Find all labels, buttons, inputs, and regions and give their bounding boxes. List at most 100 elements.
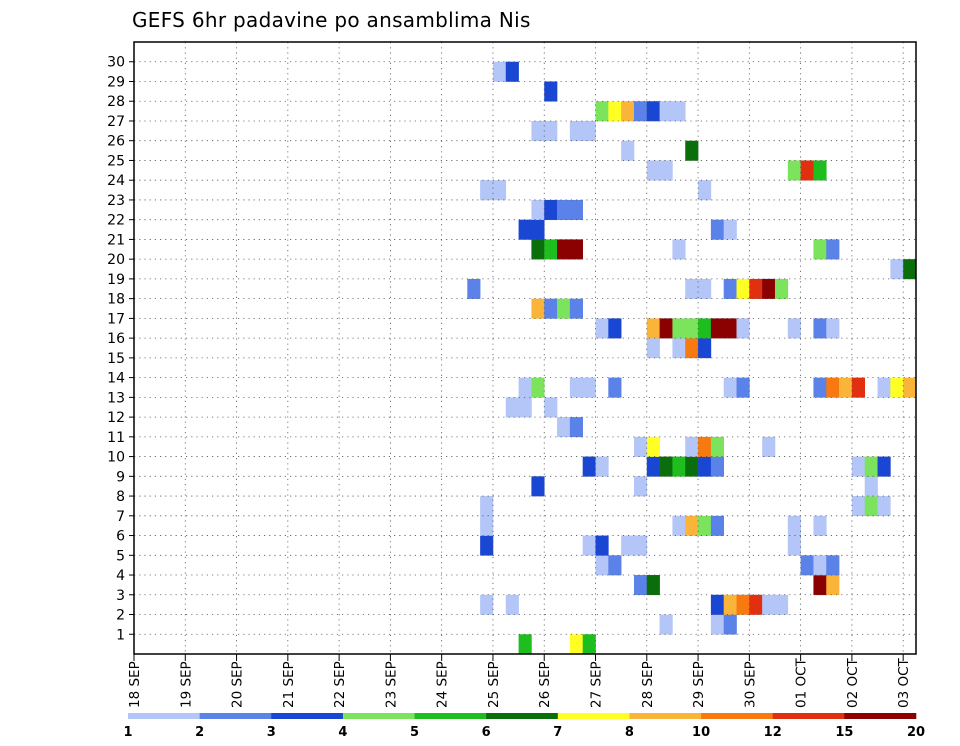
precip-cell <box>569 298 583 319</box>
precip-cell <box>710 436 725 457</box>
precip-cell <box>672 101 686 122</box>
precip-cell <box>659 614 673 635</box>
colorbar-segment <box>199 713 272 719</box>
precip-cell <box>710 614 725 635</box>
precip-cell <box>480 515 494 536</box>
precip-cell <box>800 160 814 181</box>
x-tick-label: 26 SEP <box>537 661 553 708</box>
precip-cell <box>864 476 878 497</box>
x-tick-label: 24 SEP <box>435 661 451 708</box>
precip-cell <box>685 338 699 359</box>
y-tick-label: 27 <box>107 114 125 130</box>
precip-cell <box>659 318 673 339</box>
colorbar-segment <box>414 713 487 719</box>
precip-cell <box>544 199 558 220</box>
precip-cell <box>762 278 776 299</box>
precip-cell <box>698 180 712 201</box>
precip-cell <box>736 318 750 339</box>
precip-cell <box>698 318 712 339</box>
precip-cell <box>467 278 481 299</box>
x-tick-label: 01 OCT <box>794 657 810 708</box>
colorbar-segment <box>844 713 917 719</box>
precip-cell <box>698 278 712 299</box>
precip-cell <box>659 101 673 122</box>
x-tick-label: 27 SEP <box>589 661 605 708</box>
precip-cell <box>492 180 507 201</box>
precip-cell <box>851 456 866 477</box>
precip-cell <box>531 298 545 319</box>
colorbar-segment <box>271 713 344 719</box>
plot-frame <box>133 41 917 655</box>
precip-cell <box>826 377 840 398</box>
colorbar-segment <box>557 713 630 719</box>
precip-cell <box>736 278 750 299</box>
precip-cell <box>813 160 827 181</box>
precip-cell <box>672 515 686 536</box>
y-tick-label: 21 <box>107 232 125 248</box>
precip-cell <box>569 634 583 655</box>
precip-cell <box>569 239 583 260</box>
colorbar-segment <box>342 713 415 719</box>
chart-title: GEFS 6hr padavine po ansamblima Nis <box>132 8 531 32</box>
precip-cell <box>569 199 583 220</box>
precip-cell <box>787 160 801 181</box>
y-tick-label: 1 <box>116 627 125 643</box>
precip-cell <box>492 61 507 82</box>
precip-cell <box>608 555 622 576</box>
colorbar-segment <box>772 713 845 719</box>
x-tick-label: 21 SEP <box>281 661 297 708</box>
precip-cell <box>544 239 558 260</box>
y-tick-label: 5 <box>116 548 125 564</box>
precip-cell <box>685 436 699 457</box>
colorbar-label: 7 <box>553 725 562 740</box>
precip-cell <box>518 397 532 418</box>
precip-cell <box>518 634 532 655</box>
colorbar-label: 12 <box>764 725 782 740</box>
precip-cell <box>582 456 596 477</box>
x-tick-label: 28 SEP <box>640 661 656 708</box>
colorbar-label: 8 <box>625 725 634 740</box>
precip-cell <box>813 318 827 339</box>
precip-cell <box>698 456 712 477</box>
grid-lines <box>134 42 916 654</box>
precip-cell <box>531 199 545 220</box>
precip-cell <box>749 278 763 299</box>
precip-cell <box>851 496 866 517</box>
y-tick-label: 4 <box>116 568 125 584</box>
precip-cell <box>672 318 686 339</box>
precip-cell <box>710 219 725 240</box>
precip-cell <box>749 594 763 615</box>
colorbar-label: 20 <box>907 725 925 740</box>
y-tick-label: 28 <box>107 94 125 110</box>
precip-cell <box>633 101 648 122</box>
precip-cell <box>582 634 596 655</box>
colorbar: 1 2 3 4 5 6 7 8 10 12 15 20 <box>123 713 925 740</box>
precip-cell <box>826 555 840 576</box>
precip-cell <box>710 515 725 536</box>
colorbar-segment <box>486 713 559 719</box>
precip-cell <box>877 377 891 398</box>
y-tick-label: 20 <box>107 252 125 268</box>
precip-cell <box>595 535 609 556</box>
precip-cell <box>723 278 737 299</box>
y-tick-label: 13 <box>107 390 125 406</box>
precip-cell <box>646 575 660 596</box>
y-tick-label: 14 <box>107 371 125 387</box>
y-tick-label: 6 <box>116 529 125 545</box>
precip-cell <box>672 239 686 260</box>
precip-cell <box>582 120 596 142</box>
colorbar-label: 5 <box>410 725 419 740</box>
precip-cell <box>890 377 904 398</box>
y-tick-label: 8 <box>116 489 125 505</box>
precip-cell <box>544 120 558 142</box>
precip-cell <box>813 377 827 398</box>
precip-cell <box>505 594 519 615</box>
x-axis-ticks: 18 SEP 19 SEP 20 SEP 21 SEP 22 SEP 23 SEP 24 S… <box>127 654 912 708</box>
precip-cell <box>633 436 648 457</box>
precip-cell <box>544 81 558 102</box>
y-tick-label: 23 <box>107 193 125 209</box>
precip-cell <box>582 377 596 398</box>
precip-cell <box>646 160 660 181</box>
precip-cell <box>672 456 686 477</box>
